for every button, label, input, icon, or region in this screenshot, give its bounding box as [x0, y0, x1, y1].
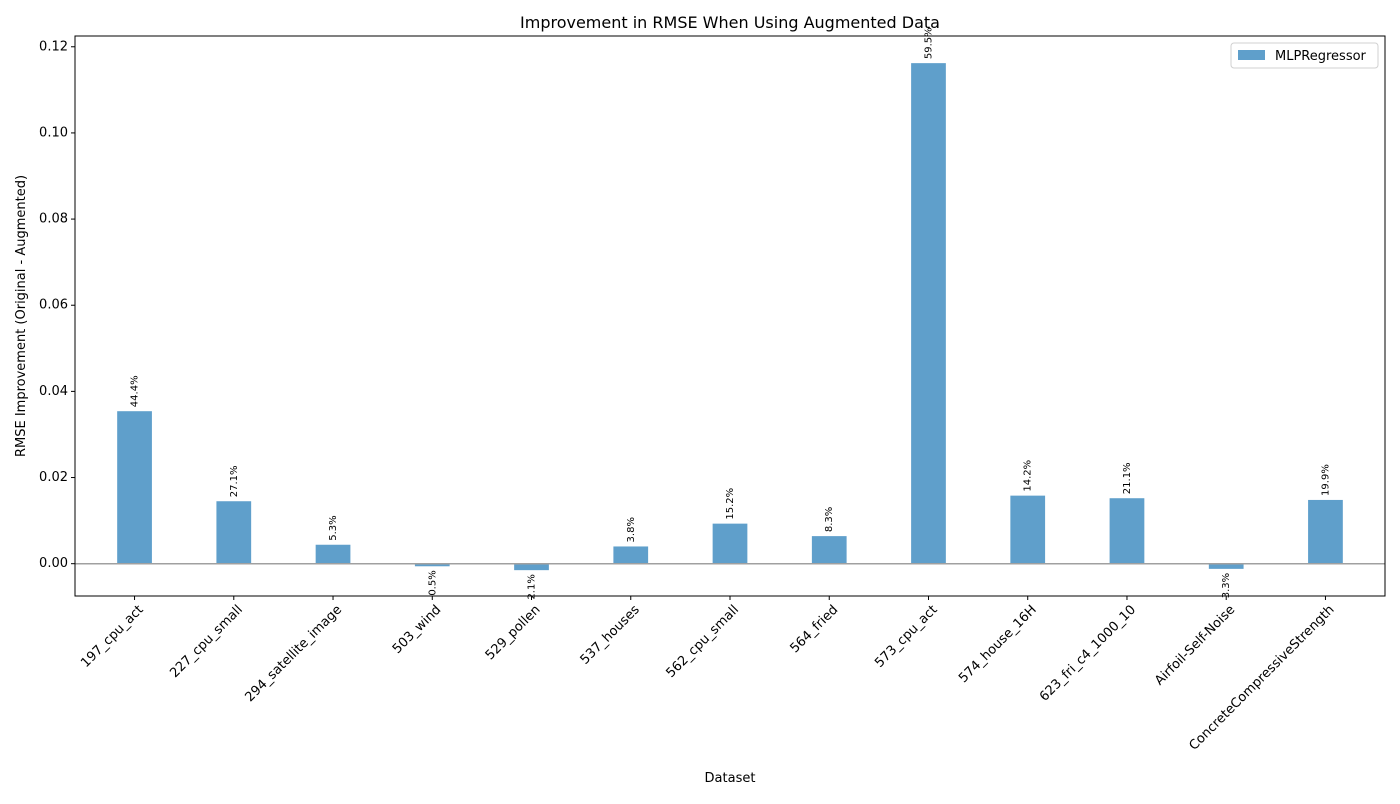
- y-tick-label: 0.00: [39, 556, 68, 571]
- bar-529_pollen: [514, 563, 549, 571]
- y-tick-label: 0.12: [39, 39, 68, 54]
- bar-574_house_16H: [1010, 495, 1046, 564]
- legend-box: [1230, 42, 1379, 69]
- x-tick-label: 529_pollen: [483, 602, 544, 663]
- y-tick-label: 0.08: [39, 212, 68, 227]
- x-tick-label: 294_satellite_image: [242, 602, 345, 705]
- bar-573_cpu_act: [911, 63, 946, 564]
- bar-value-label: 5.3%: [328, 515, 339, 540]
- bar-value-label: 3.8%: [626, 517, 637, 542]
- x-axis: 197_cpu_act 227_cpu_small294_satellite_im…: [78, 596, 1338, 754]
- x-axis-label: Dataset: [705, 771, 756, 786]
- bar-value-label: 2.1%: [527, 574, 538, 599]
- bar-value-label: 0.5%: [427, 570, 438, 595]
- x-tick-label: 564_fried: [787, 602, 841, 656]
- bar-value-label: 44.4%: [130, 375, 141, 407]
- x-tick-label: 227_cpu_small: [167, 602, 246, 681]
- bar-value-label: 19.9%: [1320, 464, 1331, 496]
- legend-swatch: [1238, 50, 1265, 60]
- y-tick-label: 0.06: [39, 298, 68, 313]
- bars-layer: [117, 63, 1343, 571]
- bar-197_cpu_act: [117, 411, 152, 564]
- x-tick-label: Airfoil-Self-Noise: [1152, 602, 1238, 688]
- x-tick-label: 562_cpu_small: [664, 602, 743, 681]
- chart-title: Improvement in RMSE When Using Augmented…: [520, 13, 940, 32]
- x-tick-label: 623_fri_c4_1000_10: [1037, 602, 1139, 704]
- bar-value-label: 3.3%: [1221, 573, 1232, 598]
- legend-label: MLPRegressor: [1275, 49, 1367, 64]
- bar-503_wind: [414, 563, 450, 567]
- y-axis-label: RMSE Improvement (Original - Augmented): [14, 175, 29, 457]
- y-tick-label: 0.10: [39, 125, 68, 140]
- bar-227_cpu_small: [216, 501, 252, 564]
- bar-value-label: 14.2%: [1023, 460, 1034, 492]
- y-tick-label: 0.04: [39, 384, 68, 399]
- bar-562_cpu_small: [712, 523, 748, 564]
- bar-623_fri_c4_1000_10: [1109, 498, 1145, 564]
- bar-value-labels: 44.4% 27.1% 5.3% 0.5% 2.1% 3.8% 15.2% 8.3% 59.5%…: [130, 27, 1332, 599]
- y-tick-label: 0.02: [39, 470, 68, 485]
- bar-value-label: 15.2%: [725, 488, 736, 520]
- bar-ConcreteCompressiveStrength: [1308, 499, 1343, 564]
- bar-294_satellite_image: [315, 544, 351, 564]
- bar-564_fried: [811, 536, 847, 564]
- x-tick-label: 537_houses: [578, 602, 643, 667]
- bar-value-label: 21.1%: [1122, 462, 1133, 494]
- y-axis: 0.00 0.02 0.04 0.06 0.08 0.10 0.12: [39, 39, 75, 571]
- x-tick-label: 197_cpu_act: [78, 602, 146, 670]
- bar-537_houses: [613, 546, 649, 564]
- bar-value-label: 59.5%: [923, 27, 934, 59]
- legend: MLPRegressor: [1230, 42, 1379, 69]
- x-tick-label: 574_house_16H: [956, 602, 1040, 686]
- x-tick-label: 503_wind: [390, 602, 444, 656]
- bar-Airfoil-Self-Noise: [1208, 563, 1244, 569]
- x-tick-label: 573_cpu_act: [872, 602, 940, 670]
- bar-value-label: 8.3%: [824, 507, 835, 532]
- bar-value-label: 27.1%: [229, 465, 240, 497]
